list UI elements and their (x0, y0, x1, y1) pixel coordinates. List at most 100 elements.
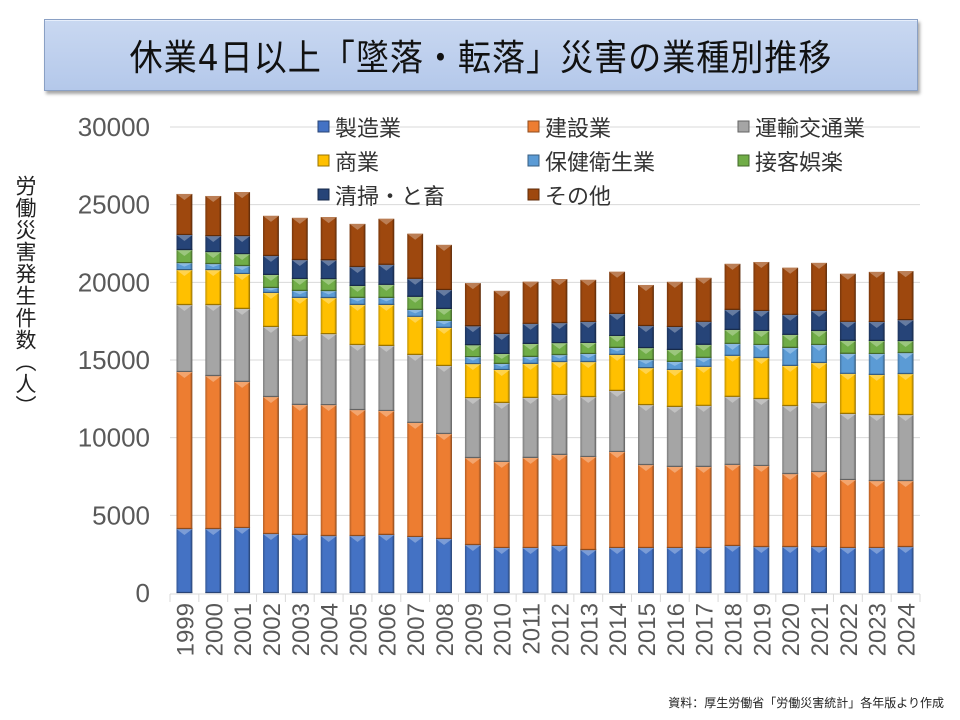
x-tick-label: 2011 (519, 603, 546, 655)
bar-segment-3 (897, 373, 914, 415)
bar-segment-4 (695, 357, 712, 367)
bar-stack-2016 (666, 281, 683, 594)
bar-segment-2 (609, 390, 626, 452)
y-axis-label: 労働災害発生件数（人） (13, 175, 37, 417)
bar-segment-1 (176, 371, 193, 530)
bar-bevel (551, 279, 568, 286)
bar-segment-1 (378, 410, 395, 535)
bar-segment-1 (349, 410, 366, 536)
bar-stack-2001 (234, 192, 251, 594)
bar-segment-2 (897, 414, 914, 482)
bar-segment-3 (811, 362, 827, 404)
bar-segment-6 (320, 260, 337, 280)
legend-item: 運輸交通業 (737, 117, 865, 142)
bar-segment-1 (436, 433, 452, 539)
x-tick-label: 2000 (201, 603, 228, 656)
bar-bevel (320, 217, 337, 224)
bar-bevel (436, 308, 452, 315)
x-tick-label: 2021 (807, 603, 834, 656)
bar-segment-4 (464, 357, 481, 365)
bar-bevel (464, 458, 481, 465)
bar-segment-5 (551, 343, 568, 356)
bar-stack-2012 (551, 279, 568, 594)
bar-bevel (839, 547, 856, 554)
bar-bevel (436, 433, 452, 440)
bar-bevel (493, 461, 510, 468)
bar-bevel (666, 326, 683, 333)
bar-bevel (436, 289, 452, 296)
bar-bevel (205, 236, 222, 243)
bar-bevel (205, 264, 222, 268)
bar-bevel (811, 262, 827, 269)
bar-segment-6 (493, 333, 510, 354)
legend-item: 製造業 (317, 117, 401, 142)
bar-bevel (522, 323, 539, 330)
bar-bevel (263, 255, 279, 262)
legend-label: 接客娯楽 (755, 151, 843, 176)
x-tick-label: 2016 (663, 603, 690, 656)
bar-segment-0 (580, 549, 597, 593)
y-tick-label: 25000 (78, 190, 150, 220)
y-tick-label: 0 (136, 578, 150, 608)
bar-bevel (234, 266, 251, 270)
bar-segment-6 (897, 320, 914, 342)
bar-segment-6 (436, 289, 452, 309)
bar-bevel (378, 297, 395, 302)
legend-swatch (527, 154, 540, 167)
bar-bevel (580, 353, 597, 358)
bar-segment-5 (609, 335, 626, 348)
bar-segment-2 (436, 365, 452, 434)
bar-bevel (320, 405, 337, 412)
bar-bevel (897, 414, 914, 421)
bar-segment-6 (609, 313, 626, 336)
x-tick-label: 2010 (490, 603, 517, 656)
bar-segment-1 (839, 479, 856, 548)
bar-bevel (349, 304, 366, 311)
legend-label: その他 (545, 185, 611, 210)
bar-bevel (234, 527, 251, 534)
bar-bevel (205, 270, 222, 277)
bar-bevel (695, 344, 712, 351)
legend-swatch (527, 188, 540, 201)
bar-segment-2 (868, 414, 885, 482)
bar-segment-6 (522, 323, 539, 344)
bar-bevel (551, 545, 568, 552)
x-tick-label: 2015 (634, 603, 661, 656)
bar-segment-7 (407, 233, 424, 279)
bar-bevel (609, 390, 626, 397)
bar-segment-1 (493, 461, 510, 548)
legend-swatch (317, 188, 330, 201)
bar-bevel (839, 413, 856, 420)
legend-item: その他 (527, 185, 611, 210)
bar-stack-2019 (753, 261, 770, 594)
bar-bevel (839, 340, 856, 347)
bar-bevel (320, 298, 337, 305)
bar-segment-0 (897, 547, 914, 593)
bar-bevel (724, 545, 741, 552)
bar-bevel (811, 310, 827, 317)
legend-label: 建設業 (545, 117, 611, 142)
bar-bevel (291, 335, 308, 342)
bar-bevel (407, 309, 424, 314)
bar-segment-7 (638, 284, 654, 326)
bar-segment-0 (666, 547, 683, 593)
bar-bevel (378, 264, 395, 271)
x-axis: 1999 2000 2001 2002 2003 2004 2005 2006 2007 2008… (169, 593, 921, 656)
x-tick-label: 2018 (721, 603, 748, 656)
bar-bevel (609, 354, 626, 361)
bar-stack-2017 (695, 277, 712, 594)
legend-label: 清掃・と畜 (335, 185, 445, 210)
bar-bevel (811, 344, 827, 351)
bar-bevel (839, 373, 856, 380)
y-tick-label: 30000 (78, 112, 150, 142)
bar-segment-0 (493, 547, 510, 593)
bar-bevel (464, 545, 481, 552)
bar-bevel (436, 244, 452, 251)
bar-bevel (839, 321, 856, 328)
bar-segment-7 (349, 223, 366, 267)
bar-bevel (291, 217, 308, 224)
bar-stack-2024 (897, 271, 914, 594)
bar-bevel (234, 236, 251, 243)
bar-bevel (291, 534, 308, 541)
bar-bevel (868, 321, 885, 328)
